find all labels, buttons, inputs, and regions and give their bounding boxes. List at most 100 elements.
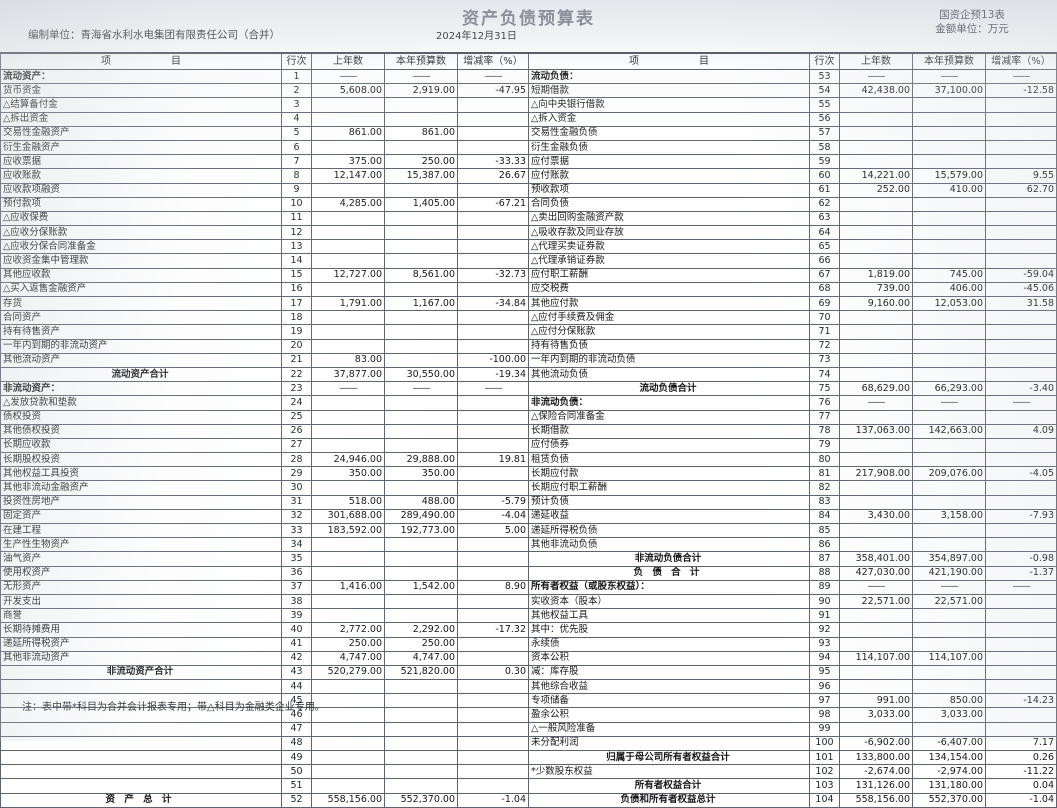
row-prev-year-value <box>311 735 385 752</box>
row-change-rate-value: —— <box>985 579 1057 595</box>
row-change-rate-value <box>985 253 1057 269</box>
row-change-rate-value <box>457 764 529 780</box>
row-line-number: 59 <box>809 154 840 170</box>
row-prev-year-value <box>839 622 913 638</box>
row-item-label: 应付职工薪酬 <box>528 267 810 283</box>
row-prev-year-value: 137,063.00 <box>839 423 913 439</box>
row-change-rate-value <box>985 111 1057 127</box>
row-change-rate-value: -33.33 <box>457 154 529 170</box>
row-line-number: 85 <box>809 522 840 539</box>
table-row: 一年内到期的非流动资产 20 <box>0 338 529 354</box>
row-prev-year-value <box>839 97 913 113</box>
row-budget-year-value <box>912 239 986 255</box>
row-budget-year-value <box>912 125 986 141</box>
row-change-rate-value <box>985 707 1057 723</box>
row-change-rate-value <box>985 310 1057 326</box>
row-item-label: △应收分保账款 <box>0 225 282 241</box>
row-change-rate-value: -0.98 <box>985 551 1057 567</box>
column-header-item-right: 目 <box>171 55 181 67</box>
table-row: 盈余公积 98 3,033.00 3,033.00 <box>528 707 1057 723</box>
row-item-label: 其他权益工具 <box>528 608 810 624</box>
row-line-number: 99 <box>809 721 840 737</box>
table-row: 其他非流动资产 42 4,747.00 4,747.00 <box>0 650 529 666</box>
row-prev-year-value: 558,156.00 <box>311 792 385 808</box>
row-prev-year-value <box>839 494 913 510</box>
table-row: 应收资金集中管理款 14 <box>0 253 529 269</box>
table-row: △买入返售金融资产 16 <box>0 281 529 298</box>
row-line-number: 20 <box>281 338 312 354</box>
row-line-number: 57 <box>809 125 840 141</box>
row-item-label: 持有待售负债 <box>528 338 810 354</box>
column-header-change-rate: 增减率（%） <box>985 52 1057 70</box>
row-item-label: 资本公积 <box>528 650 810 666</box>
row-item-label: 衍生金融资产 <box>0 139 282 156</box>
row-budget-year-value <box>912 437 986 454</box>
row-budget-year-value <box>912 210 986 227</box>
row-prev-year-value <box>311 679 385 695</box>
row-item-label: △代理买卖证券款 <box>528 239 810 255</box>
row-prev-year-value: 133,800.00 <box>839 749 913 766</box>
table-row: 合同负债 62 <box>528 196 1057 212</box>
row-item-label: 其他非流动金融资产 <box>0 480 282 496</box>
row-item-label: △应收保费 <box>0 210 282 227</box>
row-prev-year-value: -6,902.00 <box>839 735 913 752</box>
row-change-rate-value <box>457 423 529 439</box>
row-prev-year-value <box>839 338 913 354</box>
row-line-number: 39 <box>281 608 312 624</box>
row-item-label: 长期待摊费用 <box>0 622 282 638</box>
table-row: 44 <box>0 679 529 695</box>
row-budget-year-value <box>912 139 986 156</box>
row-budget-year-value: 22,571.00 <box>912 593 986 610</box>
row-budget-year-value: 3,158.00 <box>912 508 986 525</box>
table-row: *少数股东权益 102 -2,674.00 -2,974.00 -11.22 <box>528 764 1057 780</box>
row-item-label: △发放贷款和垫款 <box>0 395 282 411</box>
row-budget-year-value <box>384 111 458 127</box>
row-prev-year-value <box>311 778 385 794</box>
row-prev-year-value: 114,107.00 <box>839 650 913 666</box>
liabilities-table-header-row: 项 目 行次 上年数 本年预算数 增减率（%） <box>528 52 1057 70</box>
row-line-number: 103 <box>809 778 840 794</box>
row-budget-year-value: 8,561.00 <box>384 267 458 283</box>
row-budget-year-value: 209,076.00 <box>912 466 986 482</box>
row-change-rate-value <box>985 352 1057 368</box>
column-header-item-left: 项 <box>629 55 639 67</box>
row-change-rate-value <box>457 395 529 411</box>
row-budget-year-value <box>384 423 458 439</box>
row-line-number: 36 <box>281 565 312 581</box>
row-budget-year-value <box>912 253 986 269</box>
row-prev-year-value <box>839 324 913 340</box>
table-row: △吸收存款及同业存放 64 <box>528 225 1057 241</box>
row-item-label: 其他应收款 <box>0 267 282 283</box>
row-line-number: 96 <box>809 679 840 695</box>
row-item-label: 投资性房地产 <box>0 494 282 510</box>
row-budget-year-value: 850.00 <box>912 693 986 709</box>
row-prev-year-value <box>311 210 385 227</box>
table-row: 47 <box>0 721 529 737</box>
row-line-number: 83 <box>809 494 840 510</box>
table-row: △应收保费 11 <box>0 210 529 227</box>
row-budget-year-value: 2,292.00 <box>384 622 458 638</box>
row-item-label: 未分配利润 <box>528 735 810 752</box>
row-item-label: 其他非流动资产 <box>0 650 282 666</box>
amount-unit: 金额单位：万元 <box>935 23 1009 35</box>
row-change-rate-value <box>985 636 1057 652</box>
row-line-number: 88 <box>809 565 840 581</box>
row-change-rate-value: -7.93 <box>985 508 1057 525</box>
row-line-number: 25 <box>281 409 312 425</box>
row-item-label: 其他非流动负债 <box>528 537 810 553</box>
row-change-rate-value <box>985 721 1057 737</box>
report-date: 2024年12月31日 <box>436 31 517 42</box>
row-change-rate-value: 4.09 <box>985 423 1057 439</box>
row-item-label: 其他债权投资 <box>0 423 282 439</box>
row-budget-year-value <box>384 721 458 737</box>
row-item-label: 递延收益 <box>528 508 810 525</box>
row-item-label: △代理承销证券款 <box>528 253 810 269</box>
row-item-label: 专项储备 <box>528 693 810 709</box>
row-change-rate-value <box>985 494 1057 510</box>
row-budget-year-value <box>384 97 458 113</box>
row-line-number: 37 <box>281 579 312 595</box>
row-prev-year-value <box>311 97 385 113</box>
column-header-item-right: 目 <box>699 55 709 67</box>
row-prev-year-value: 252.00 <box>839 182 913 198</box>
row-line-number: 32 <box>281 508 312 525</box>
